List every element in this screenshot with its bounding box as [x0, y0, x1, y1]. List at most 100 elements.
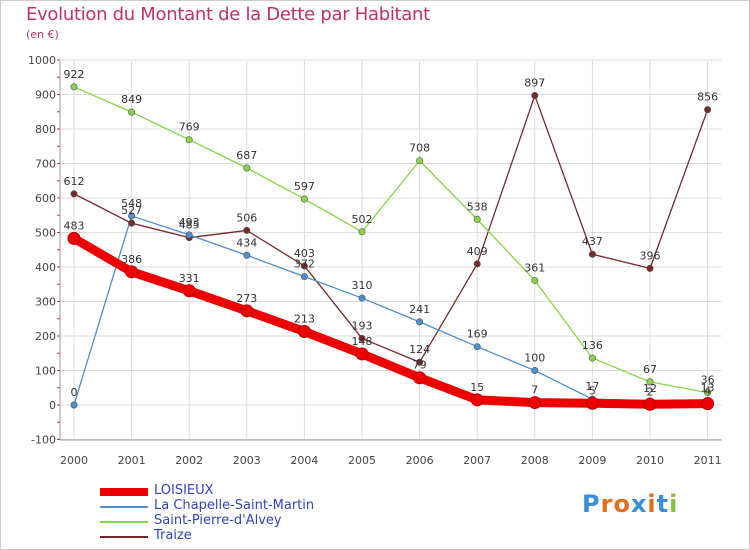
data-point — [182, 284, 196, 298]
data-point — [185, 136, 193, 144]
legend-swatch-loisieux — [100, 488, 148, 496]
data-label: 79 — [413, 359, 427, 372]
data-point — [528, 396, 542, 410]
data-label: 485 — [179, 219, 200, 232]
data-point — [531, 92, 539, 100]
legend-item-saint-pierre: Saint-Pierre-d'Alvey — [100, 513, 400, 529]
data-label: 386 — [121, 253, 142, 266]
data-label: 856 — [697, 91, 718, 104]
data-label: 136 — [582, 339, 603, 352]
legend-swatch-saint-pierre — [100, 521, 148, 523]
data-point — [704, 389, 712, 397]
data-point — [243, 164, 251, 172]
x-tick-label: 2000 — [60, 454, 88, 467]
data-label: 213 — [294, 313, 315, 326]
data-point — [300, 262, 308, 270]
data-point — [416, 318, 424, 326]
data-point — [297, 325, 311, 339]
data-label: 502 — [352, 213, 373, 226]
x-tick-label: 2001 — [118, 454, 146, 467]
data-label: 67 — [643, 363, 657, 376]
x-tick-label: 2002 — [175, 454, 203, 467]
data-label: 612 — [64, 175, 85, 188]
data-label: 361 — [524, 261, 545, 274]
data-point — [355, 347, 369, 361]
x-tick-label: 2009 — [578, 454, 606, 467]
series-line-1 — [73, 215, 709, 406]
data-point — [585, 396, 599, 410]
legend-swatch-la-chapelle — [100, 506, 148, 508]
y-tick-label: 600 — [35, 192, 56, 205]
x-tick-label: 2011 — [694, 454, 722, 467]
x-tick-label: 2007 — [463, 454, 491, 467]
logo-letter: x — [630, 490, 648, 518]
logo-letter: P — [582, 490, 601, 518]
data-point — [243, 251, 251, 259]
data-point — [70, 83, 78, 91]
data-point — [240, 304, 254, 318]
logo-letter: r — [600, 490, 614, 518]
data-point — [125, 265, 139, 279]
data-label: 4 — [704, 385, 711, 398]
data-point — [416, 358, 424, 366]
data-point — [413, 371, 427, 385]
data-label: 396 — [640, 249, 661, 262]
data-label: 506 — [236, 211, 257, 224]
data-point — [704, 106, 712, 114]
y-tick-label: 900 — [35, 89, 56, 102]
data-label: 372 — [294, 258, 315, 271]
data-point — [646, 378, 654, 386]
logo-letter: o — [613, 490, 631, 518]
data-label: 169 — [467, 328, 488, 341]
data-point — [473, 215, 481, 223]
data-label: 493 — [179, 216, 200, 229]
y-tick-label: 0 — [49, 399, 56, 412]
y-tick-label: 100 — [35, 365, 56, 378]
data-label: 331 — [179, 272, 200, 285]
data-label: 769 — [179, 121, 200, 134]
y-tick-label: 800 — [35, 123, 56, 136]
y-tick-label: 200 — [35, 330, 56, 343]
data-label: 403 — [294, 247, 315, 260]
data-label: 409 — [467, 245, 488, 258]
data-point — [300, 195, 308, 203]
proxiti-logo: Proxiti — [582, 490, 678, 518]
data-label: 12 — [643, 382, 657, 395]
data-point — [128, 219, 136, 227]
data-label: 148 — [352, 335, 373, 348]
data-point — [473, 260, 481, 268]
x-tick-label: 2008 — [521, 454, 549, 467]
x-tick-label: 2005 — [348, 454, 376, 467]
chart-legend: LOISIEUX La Chapelle-Saint-Martin Saint-… — [100, 483, 400, 544]
series-line-3 — [73, 94, 709, 363]
data-label: 527 — [121, 204, 142, 217]
data-label: 241 — [409, 303, 430, 316]
data-label: 849 — [121, 93, 142, 106]
data-label: 922 — [64, 68, 85, 81]
data-label: 597 — [294, 180, 315, 193]
chart-title: Evolution du Montant de la Dette par Hab… — [26, 4, 430, 25]
data-point — [358, 334, 366, 342]
data-point — [588, 354, 596, 362]
x-tick-label: 2006 — [406, 454, 434, 467]
data-point — [128, 212, 136, 220]
y-tick-label: 400 — [35, 261, 56, 274]
legend-label-la-chapelle: La Chapelle-Saint-Martin — [154, 498, 315, 513]
data-label: 100 — [524, 352, 545, 365]
legend-item-traize: Traize — [100, 528, 400, 544]
data-point — [701, 397, 715, 411]
data-label: 434 — [236, 236, 257, 249]
data-point — [358, 228, 366, 236]
data-point — [416, 157, 424, 165]
data-label: 17 — [585, 380, 599, 393]
data-label: 437 — [582, 235, 603, 248]
data-point — [473, 343, 481, 351]
data-point — [300, 273, 308, 281]
data-label: 5 — [589, 384, 596, 397]
data-point — [128, 108, 136, 116]
data-label: 193 — [352, 319, 373, 332]
y-tick-label: 500 — [35, 227, 56, 240]
data-label: 273 — [236, 292, 257, 305]
data-label: 7 — [531, 384, 538, 397]
